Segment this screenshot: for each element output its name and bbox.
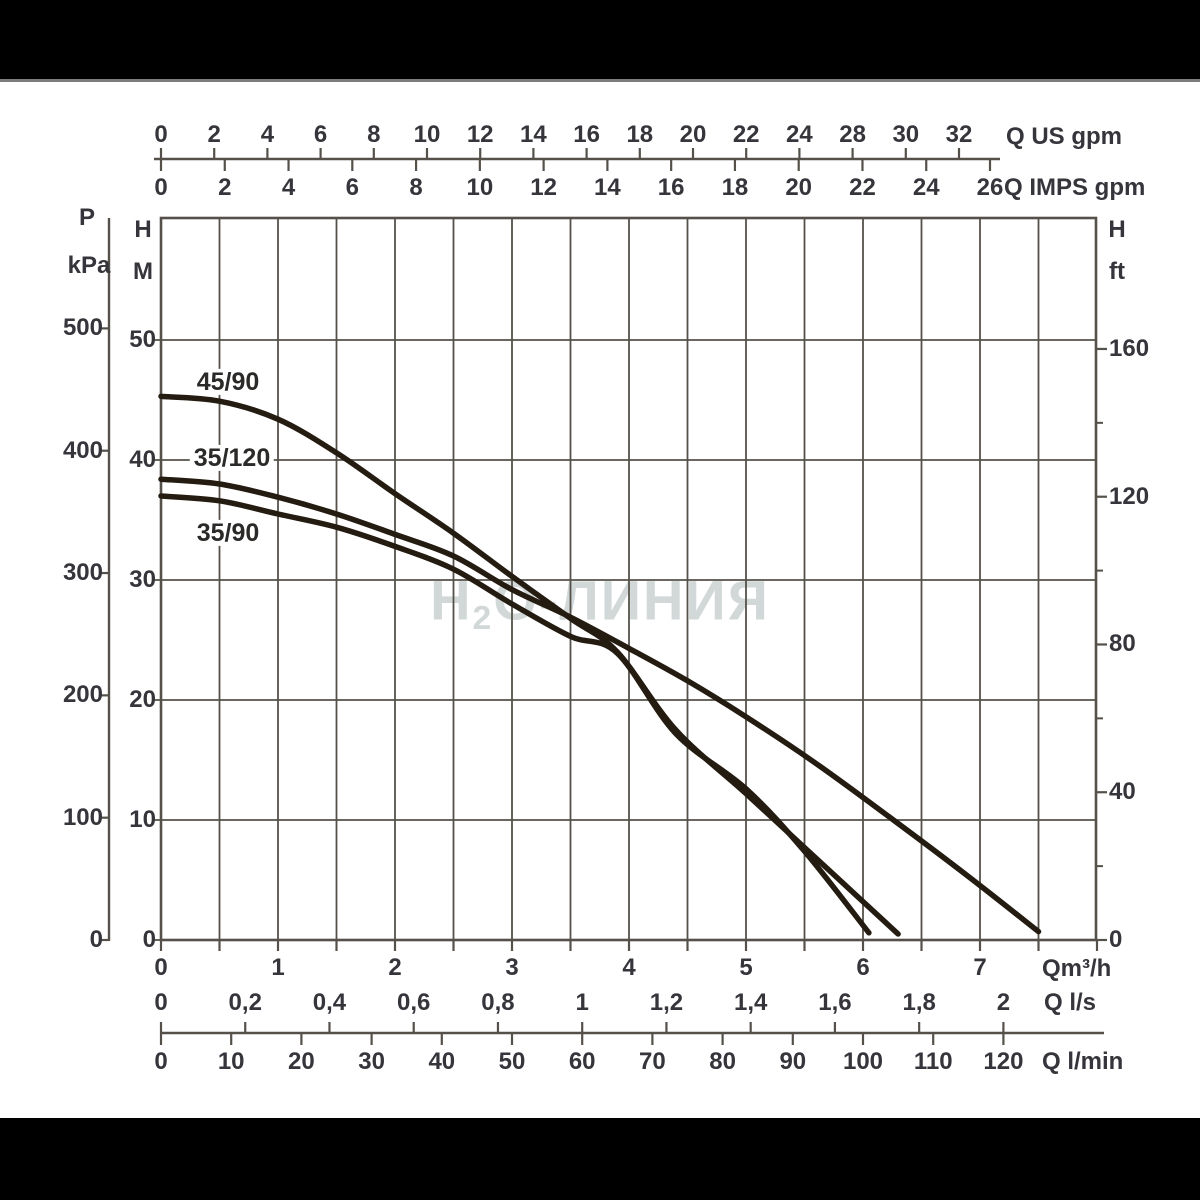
bottom-axis-unit-lmin: Q l/min [1042,1048,1124,1075]
white-chart-panel [0,82,1200,1118]
right-axis-symbol-h: H [1108,216,1126,243]
left-axis-symbol-p: P [78,204,96,231]
curve-label-45-90: 45/90 [192,369,264,395]
left-axis-unit-kpa: kPa [67,252,111,279]
curve-label-35-90: 35/90 [192,520,264,546]
top-divider-line [0,79,1200,82]
left-axis-unit-m: M [133,258,153,285]
bottom-axis-unit-m3h: Qm³/h [1042,955,1112,982]
top-axis-unit-us-gpm: Q US gpm [1006,123,1123,150]
bottom-axis-unit-ls: Q l/s [1044,989,1097,1016]
pump-curve-35-120 [158,476,1042,935]
watermark-prefix: H [430,568,473,632]
curve-label-35-120: 35/120 [189,445,275,471]
right-axis-unit-ft: ft [1109,258,1125,285]
pump-curve-35-90 [158,493,872,936]
left-axis-symbol-h: H [134,216,152,243]
pump-curve-45-90 [158,393,901,937]
watermark-subscript: 2 [472,599,494,637]
top-axis-unit-imps-gpm: Q IMPS gpm [1004,174,1146,201]
